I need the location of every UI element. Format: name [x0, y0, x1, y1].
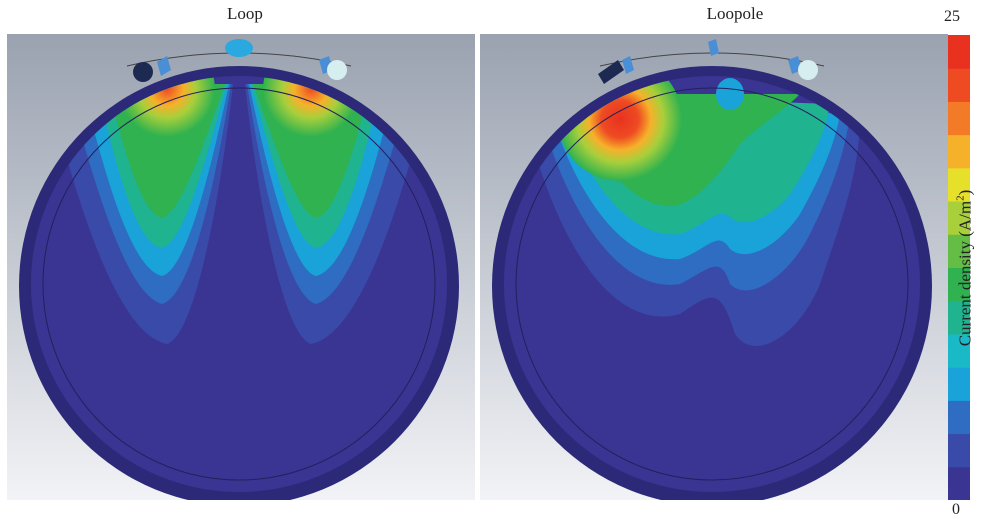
colorbar-step: [948, 333, 970, 368]
colorbar-step: [948, 367, 970, 401]
colorbar-step: [948, 134, 970, 169]
antenna-element: [622, 56, 634, 74]
panel-title-loopole: Loopole: [706, 4, 764, 23]
colorbar-step: [948, 35, 970, 69]
antenna-element: [225, 39, 253, 57]
colorbar-step: [948, 234, 970, 268]
loopole-simulation-panel: [480, 34, 948, 500]
antenna-element: [157, 56, 171, 76]
colorbar-step: [948, 267, 970, 302]
colorbar-axis-label: Current density (A/m2): [954, 189, 975, 347]
loop-simulation-panel: [7, 34, 475, 500]
colorbar-min-label: 0: [952, 501, 960, 518]
port-marker: [798, 60, 818, 80]
port-marker: [327, 60, 347, 80]
colorbar-step: [948, 300, 970, 335]
antenna-element: [598, 60, 624, 84]
panel-title-loop: Loop: [227, 4, 263, 23]
colorbar-step: [948, 433, 970, 468]
colorbar-max-label: 25: [944, 8, 960, 25]
colorbar-step: [948, 400, 970, 435]
colorbar: [948, 35, 970, 500]
port-marker: [133, 62, 153, 82]
colorbar-step: [948, 466, 970, 500]
colorbar-step: [948, 167, 970, 202]
colorbar-step: [948, 201, 970, 235]
antenna-element: [708, 39, 719, 56]
colorbar-step: [948, 101, 970, 136]
colorbar-step: [948, 68, 970, 102]
